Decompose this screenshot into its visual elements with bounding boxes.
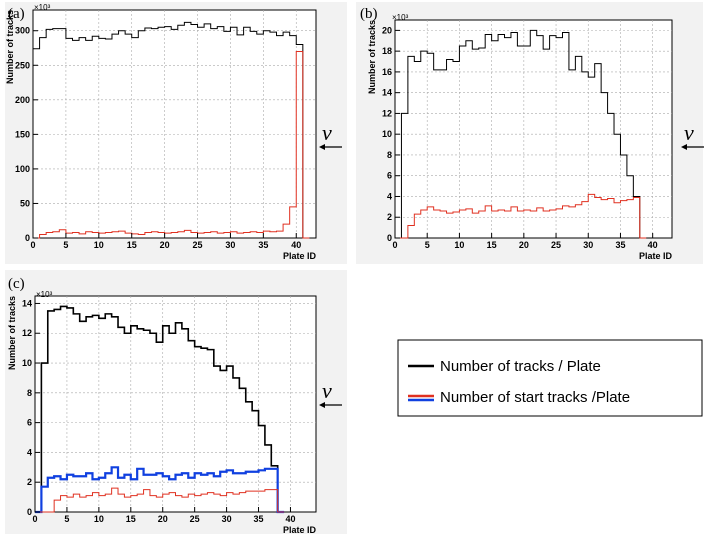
neutrino-label: ν xyxy=(322,120,332,145)
neutrino-arrow-head xyxy=(681,144,687,150)
x-tick-label: 15 xyxy=(126,514,136,524)
plot-area xyxy=(32,9,317,239)
y-tick-label: 20 xyxy=(382,25,392,35)
x-tick-label: 30 xyxy=(222,514,232,524)
y-multiplier: ×10³ xyxy=(34,3,51,12)
x-tick-label: 10 xyxy=(94,240,104,250)
y-tick-label: 6 xyxy=(27,418,32,428)
neutrino-arrow-head xyxy=(319,144,325,150)
x-tick-label: 15 xyxy=(127,240,137,250)
y-tick-label: 0 xyxy=(27,507,32,517)
y-tick-label: 10 xyxy=(382,129,392,139)
x-tick-label: 25 xyxy=(551,240,561,250)
series-line-1 xyxy=(35,466,285,514)
x-tick-label: 30 xyxy=(225,240,235,250)
x-tick-label: 5 xyxy=(425,240,430,250)
x-tick-label: 35 xyxy=(258,240,268,250)
panel-label-b: (b) xyxy=(360,6,378,22)
neutrino-arrow-head xyxy=(319,402,325,408)
y-tick-label: 8 xyxy=(27,388,32,398)
neutrino-label: ν xyxy=(684,120,694,145)
panel-label-c: (c) xyxy=(8,276,25,292)
panel-a-chart: 0 50 100 150 200 250 300 0 5 10 15 20 25 30 35 40Plate … xyxy=(5,3,342,261)
y-tick-label: 8 xyxy=(387,150,392,160)
x-tick-label: 5 xyxy=(64,514,69,524)
y-axis-label: Number of tracks xyxy=(5,10,15,84)
y-axis-label: Number of tracks xyxy=(7,296,17,370)
x-tick-label: 10 xyxy=(454,240,464,250)
y-tick-label: 300 xyxy=(15,26,30,36)
series-line-0 xyxy=(32,21,310,239)
legend-label-total: Number of tracks / Plate xyxy=(440,358,601,375)
y-tick-label: 12 xyxy=(382,108,392,118)
y-tick-label: 200 xyxy=(15,95,30,105)
x-tick-label: 35 xyxy=(615,240,625,250)
x-tick-label: 25 xyxy=(193,240,203,250)
legend: Number of tracks / Plate Number of start… xyxy=(397,339,703,417)
y-tick-label: 10 xyxy=(22,358,32,368)
series-line-2 xyxy=(35,487,285,513)
y-tick-label: 4 xyxy=(27,447,32,457)
x-tick-label: 25 xyxy=(190,514,200,524)
y-axis-label: Number of tracks xyxy=(367,20,377,94)
x-axis-label: Plate ID xyxy=(283,251,317,261)
x-tick-label: 10 xyxy=(94,514,104,524)
y-multiplier: ×10³ xyxy=(36,290,53,299)
y-tick-label: 12 xyxy=(22,328,32,338)
x-tick-label: 40 xyxy=(648,240,658,250)
series-line-1 xyxy=(395,193,647,239)
x-tick-label: 30 xyxy=(583,240,593,250)
y-tick-label: 50 xyxy=(20,198,30,208)
x-tick-label: 20 xyxy=(160,240,170,250)
x-tick-label: 35 xyxy=(254,514,264,524)
y-tick-label: 0 xyxy=(25,233,30,243)
x-tick-label: 40 xyxy=(285,514,295,524)
y-tick-label: 4 xyxy=(387,191,392,201)
y-tick-label: 150 xyxy=(15,129,30,139)
series-line-1 xyxy=(33,50,310,239)
x-axis-label: Plate ID xyxy=(639,251,673,261)
x-tick-label: 5 xyxy=(63,240,68,250)
x-tick-label: 0 xyxy=(32,514,37,524)
panel-label-a: (a) xyxy=(8,6,25,22)
plot-area xyxy=(394,19,673,239)
x-tick-label: 20 xyxy=(519,240,529,250)
x-tick-label: 15 xyxy=(487,240,497,250)
y-tick-label: 6 xyxy=(387,171,392,181)
series-line-0 xyxy=(395,29,647,239)
legend-label-start: Number of start tracks /Plate xyxy=(440,389,630,406)
y-tick-label: 16 xyxy=(382,67,392,77)
y-tick-label: 2 xyxy=(27,477,32,487)
y-tick-label: 14 xyxy=(382,88,392,98)
y-tick-label: 100 xyxy=(15,164,30,174)
y-tick-label: 0 xyxy=(387,233,392,243)
legend-box xyxy=(397,339,703,417)
x-tick-label: 20 xyxy=(158,514,168,524)
y-tick-label: 2 xyxy=(387,212,392,222)
x-tick-label: 40 xyxy=(291,240,301,250)
series-line-0 xyxy=(35,305,285,513)
y-tick-label: 250 xyxy=(15,60,30,70)
y-tick-label: 18 xyxy=(382,46,392,56)
x-tick-label: 0 xyxy=(30,240,35,250)
y-tick-label: 14 xyxy=(22,298,32,308)
y-multiplier: ×10³ xyxy=(392,13,409,22)
x-axis-label: Plate ID xyxy=(283,525,317,535)
x-tick-label: 0 xyxy=(392,240,397,250)
neutrino-label: ν xyxy=(322,378,332,403)
